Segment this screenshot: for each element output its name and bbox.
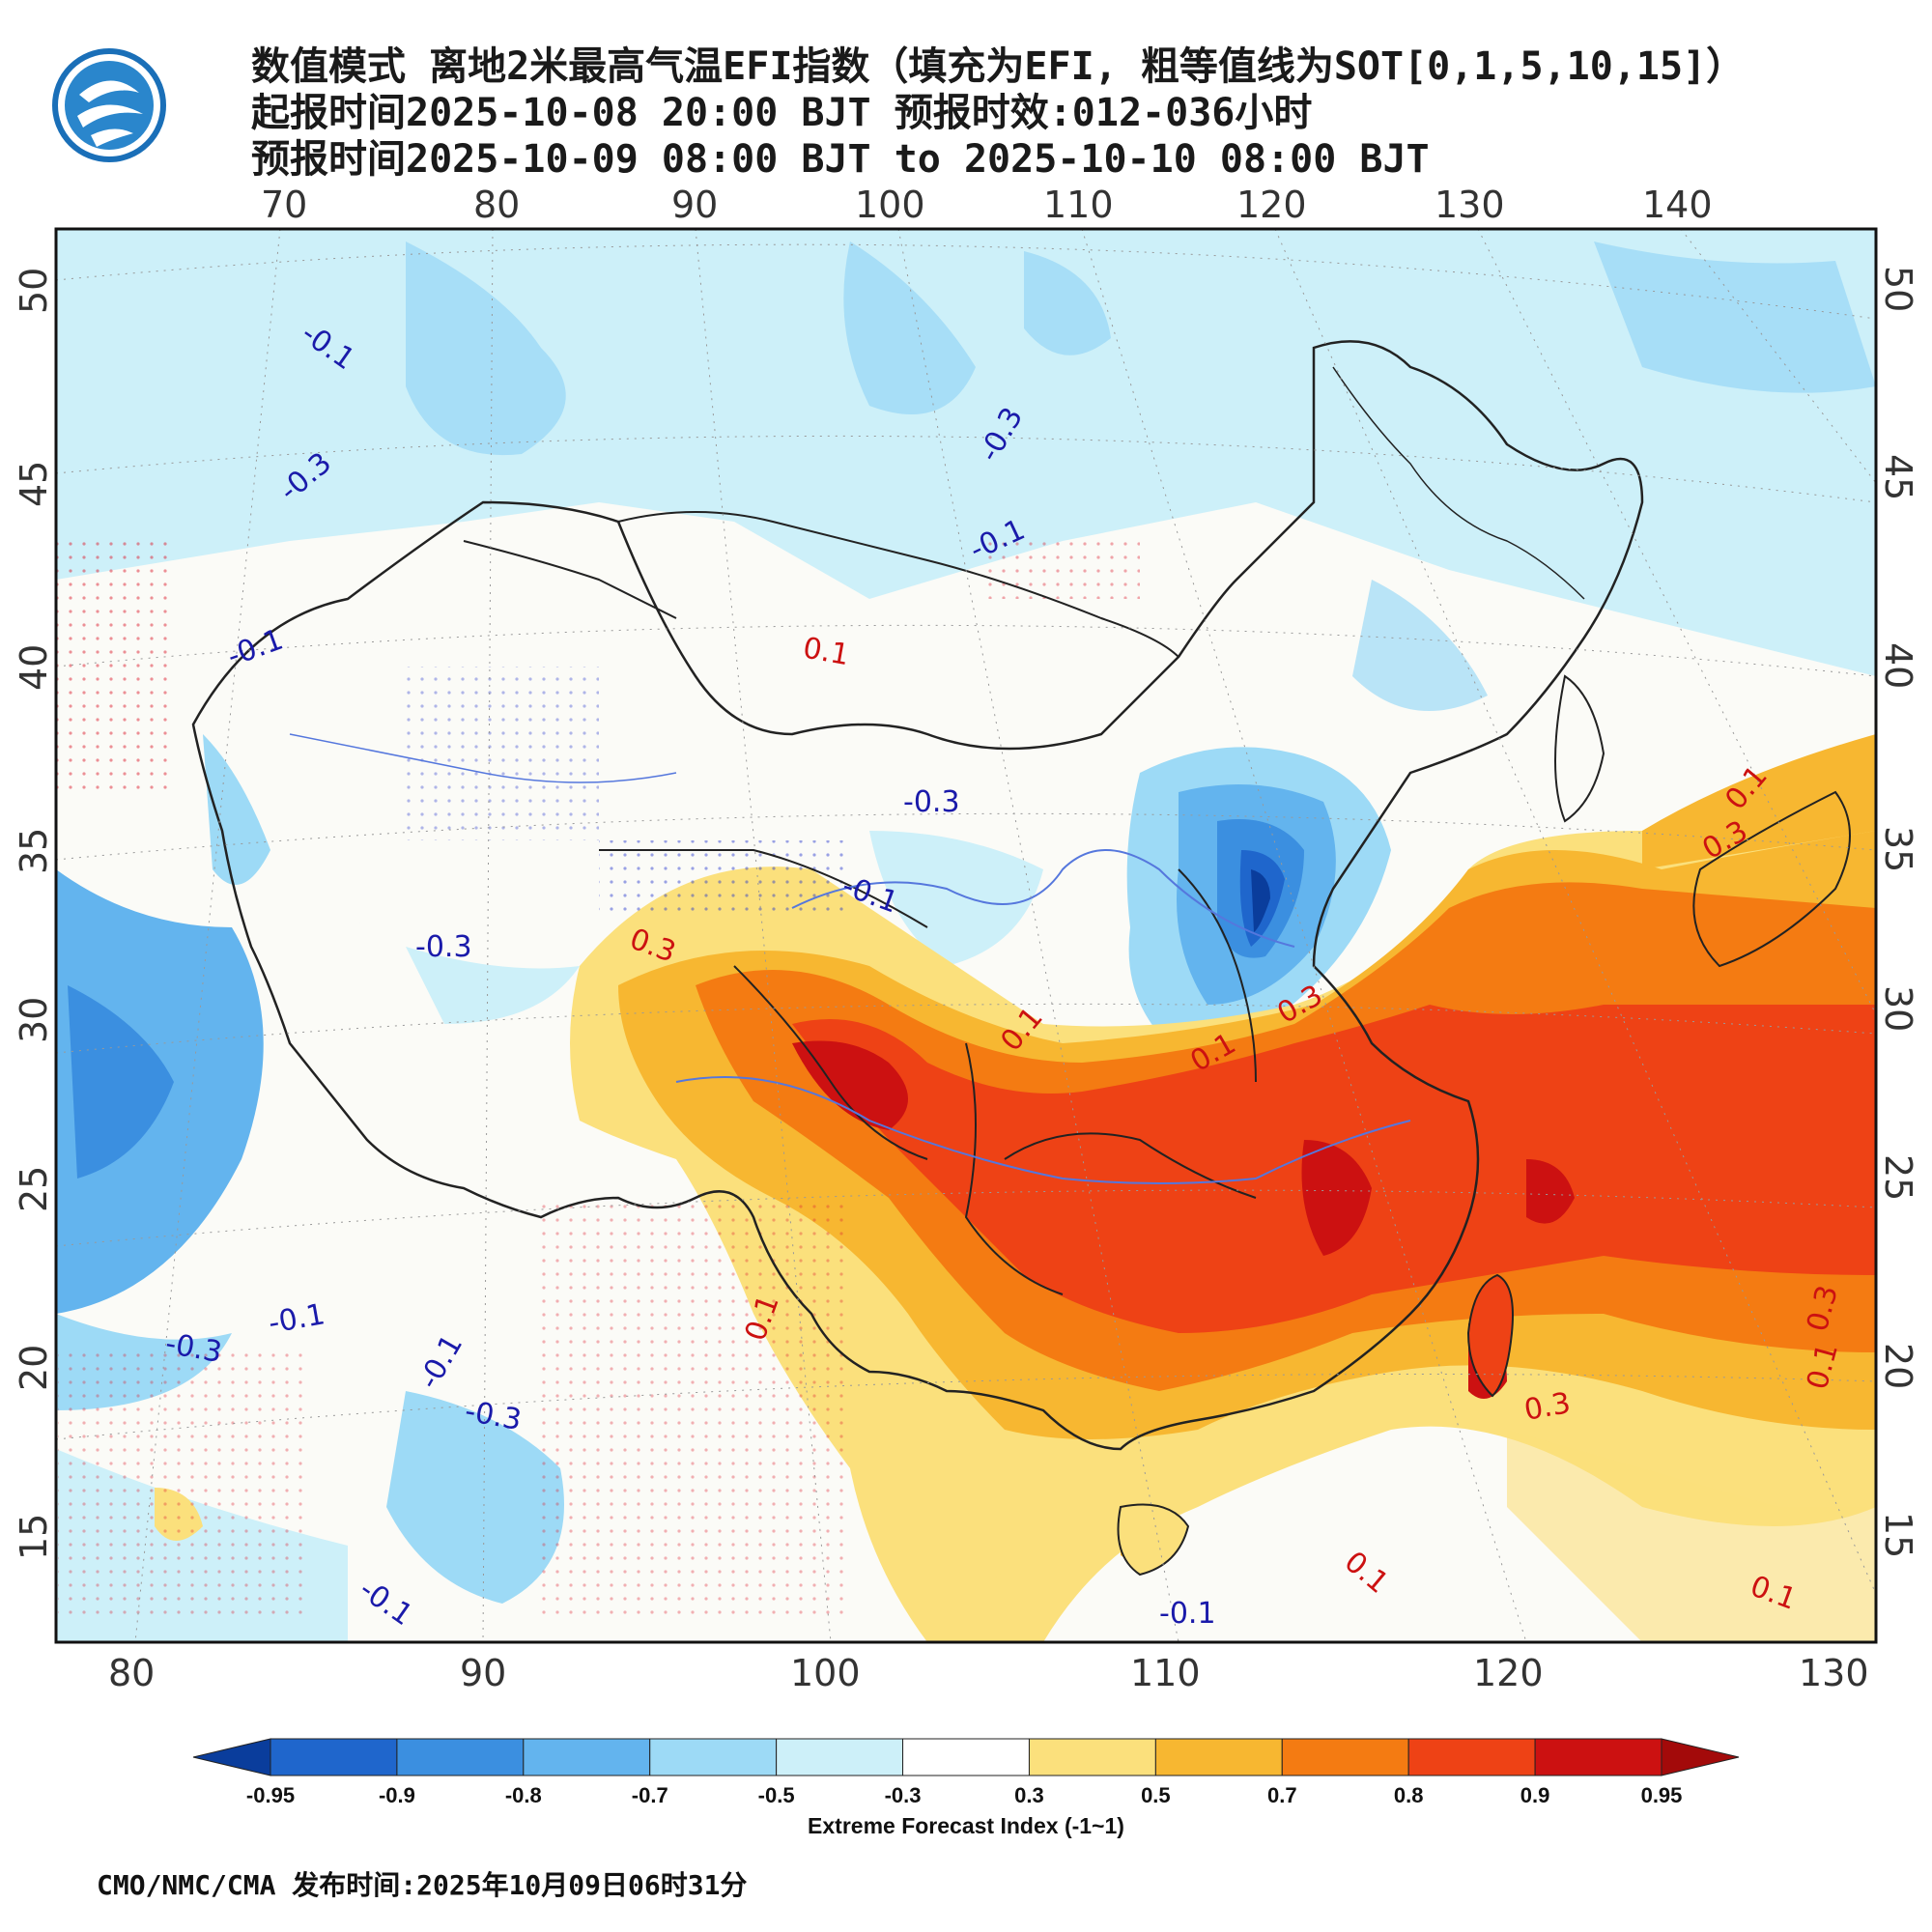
lon-label: 130 (1799, 1652, 1869, 1694)
map-fill-layer (56, 229, 1876, 1642)
colorbar-swatch (1154, 1738, 1283, 1776)
colorbar-tick-label: 0.3 (1014, 1783, 1044, 1807)
title-line-1: 数值模式 离地2米最高气温EFI指数（填充为EFI, 粗等值线为SOT[0,1,… (251, 44, 1746, 89)
title-line-3: 预报时间2025-10-09 08:00 BJT to 2025-10-10 0… (251, 137, 1430, 182)
colorbar-tick-label: -0.3 (885, 1783, 922, 1807)
contour-label: 0.1 (801, 631, 852, 672)
lat-label: 25 (1877, 1154, 1919, 1201)
colorbar-swatch (396, 1738, 525, 1776)
cma-logo (52, 48, 166, 162)
colorbar-swatch (1407, 1738, 1536, 1776)
hainan-island (1117, 1503, 1190, 1577)
colorbar-tick-label: -0.8 (505, 1783, 542, 1807)
contour-label: -0.3 (415, 930, 472, 964)
lat-label: 30 (13, 997, 55, 1043)
lon-label: 70 (261, 184, 307, 226)
lon-label: 130 (1435, 184, 1505, 226)
lon-label: 110 (1130, 1652, 1201, 1694)
lat-label: 40 (13, 644, 55, 691)
lat-label: 30 (1877, 985, 1919, 1032)
colorbar-swatch (776, 1738, 904, 1776)
top-lon-labels: 70 80 90 100 110 120 130 140 (261, 184, 1713, 226)
lat-label: 40 (1877, 642, 1919, 689)
yangtze-river (675, 1076, 1411, 1184)
taiwan-island (1466, 1273, 1514, 1398)
lon-label: 120 (1473, 1652, 1544, 1694)
right-lat-labels: 50 45 40 35 30 25 20 15 (1877, 266, 1919, 1558)
colorbar-tick-label: 0.8 (1394, 1783, 1424, 1807)
lon-label: 110 (1043, 184, 1114, 226)
lat-label: 45 (13, 461, 55, 507)
colorbar-swatch (1028, 1738, 1156, 1776)
lon-label: 100 (855, 184, 925, 226)
lon-label: 80 (108, 1652, 155, 1694)
lat-label: 15 (1877, 1512, 1919, 1558)
lon-label: 80 (473, 184, 520, 226)
colorbar-swatch (1281, 1738, 1409, 1776)
left-lat-labels: 50 45 40 35 30 25 20 15 (13, 268, 55, 1560)
colorbar-swatch (902, 1738, 1030, 1776)
colorbar-swatch (649, 1738, 778, 1776)
colorbar-swatch (1534, 1738, 1662, 1776)
footer-credit: CMO/NMC/CMA 发布时间:2025年10月09日06时31分 (97, 1869, 748, 1901)
colorbar-tick-label: 0.9 (1520, 1783, 1550, 1807)
colorbar-tick-label: 0.95 (1641, 1783, 1683, 1807)
title-line-2: 起报时间2025-10-08 20:00 BJT 预报时效:012-036小时 (251, 91, 1313, 135)
map-frame (54, 227, 1878, 1644)
colorbar-tick-label: -0.7 (632, 1783, 668, 1807)
lat-label: 50 (13, 268, 55, 314)
lat-label: 45 (1877, 454, 1919, 500)
colorbar-swatch (523, 1738, 651, 1776)
colorbar-tick-label: -0.95 (246, 1783, 295, 1807)
colorbar: -0.95 -0.9 -0.8 -0.7 -0.5 -0.3 0.3 0.5 0.7 0.8 0.9… (192, 1738, 1740, 1807)
contour-label: -0.1 (1159, 1597, 1216, 1631)
lat-label: 50 (1877, 266, 1919, 312)
country-borders (191, 340, 1644, 1451)
lon-label: 140 (1642, 184, 1713, 226)
lon-label: 90 (671, 184, 718, 226)
colorbar-arrow-right (1661, 1738, 1740, 1776)
colorbar-swatch (270, 1738, 398, 1776)
contour-label: 0.3 (1521, 1386, 1573, 1428)
lon-label: 90 (460, 1652, 506, 1694)
colorbar-tick-label: -0.9 (379, 1783, 415, 1807)
yellow-river (791, 849, 1295, 948)
lon-label: 100 (790, 1652, 861, 1694)
lat-label: 35 (13, 828, 55, 874)
colorbar-tick-label: -0.5 (758, 1783, 795, 1807)
lat-label: 25 (13, 1166, 55, 1212)
colorbar-tick-label: 0.7 (1267, 1783, 1297, 1807)
lat-label: 35 (1877, 826, 1919, 872)
colorbar-title: Extreme Forecast Index (-1~1) (808, 1813, 1124, 1838)
contour-label: -0.3 (903, 785, 960, 819)
lon-label: 120 (1236, 184, 1307, 226)
colorbar-arrow-left (192, 1738, 271, 1776)
colorbar-tick-label: 0.5 (1141, 1783, 1171, 1807)
lat-label: 15 (13, 1514, 55, 1560)
bottom-lon-labels: 80 90 100 110 120 130 (108, 1652, 1869, 1694)
lat-label: 20 (13, 1345, 55, 1391)
lat-label: 20 (1877, 1343, 1919, 1389)
